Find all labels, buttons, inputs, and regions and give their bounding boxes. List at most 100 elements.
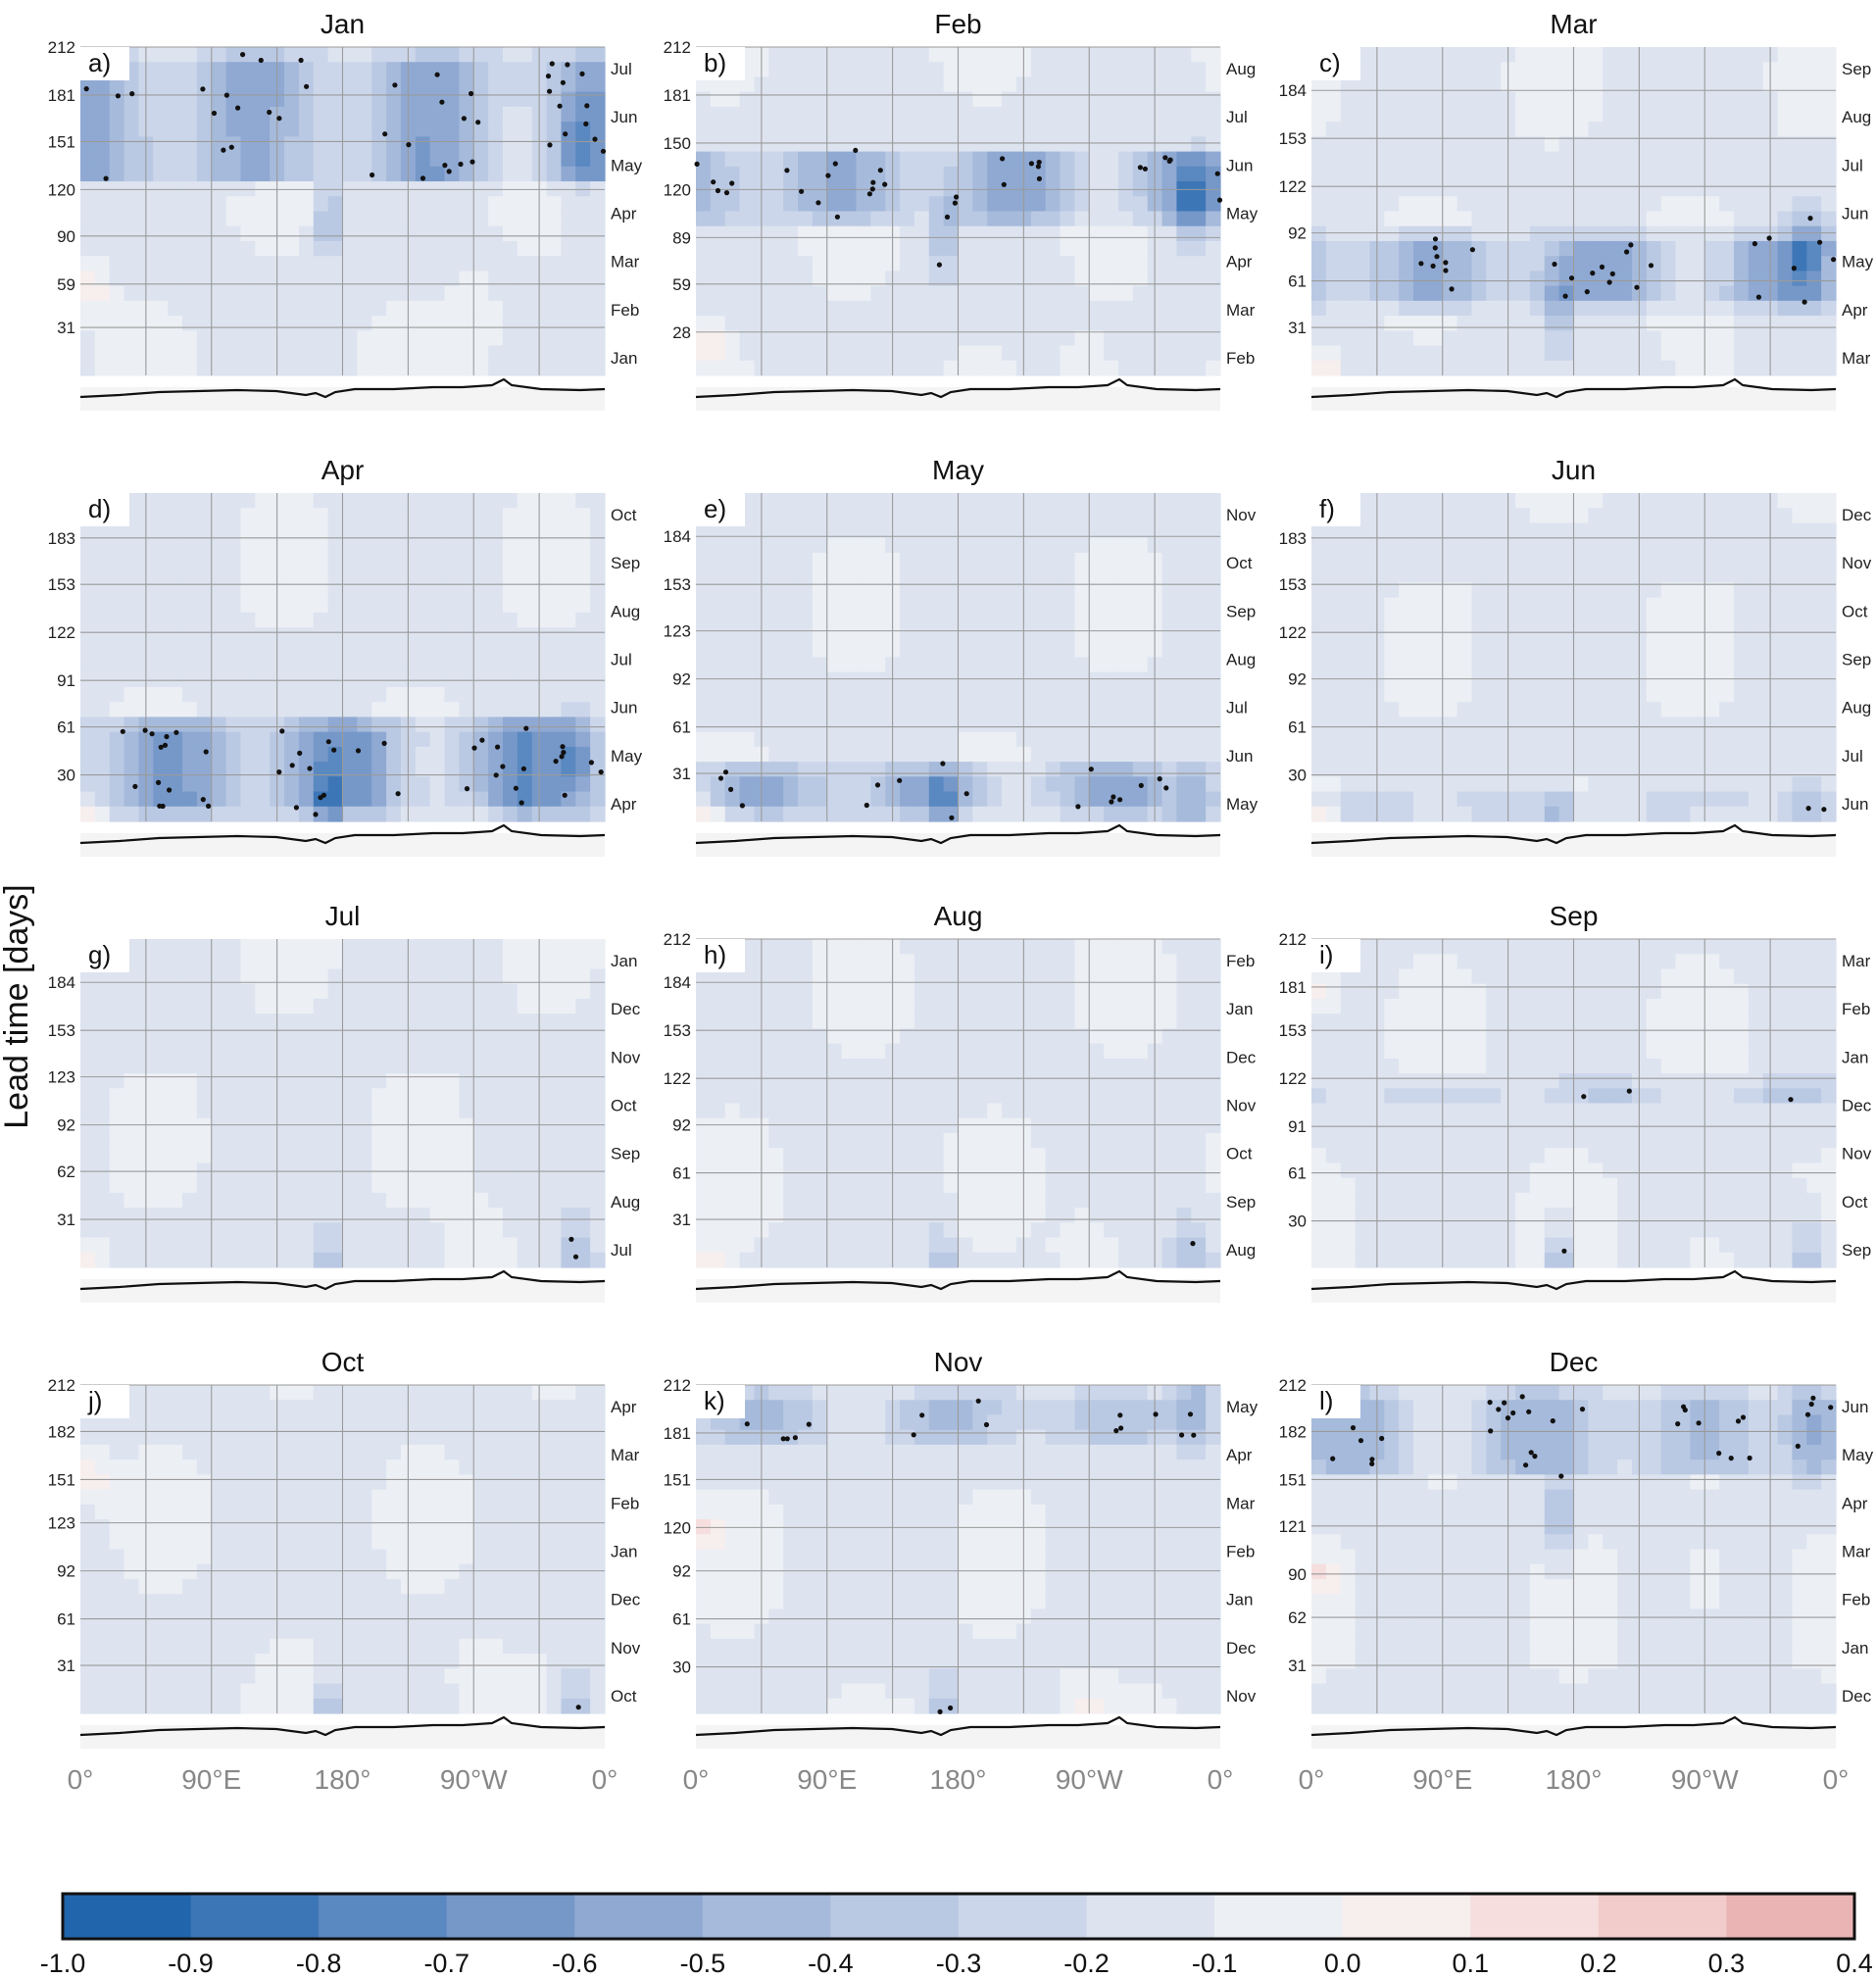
- heatmap-cell: [1675, 256, 1691, 272]
- heatmap-cell: [1588, 731, 1604, 748]
- heatmap-cell: [1675, 151, 1691, 168]
- heatmap-cell: [870, 791, 886, 808]
- heatmap-cell: [1646, 657, 1662, 673]
- heatmap-cell: [943, 166, 960, 182]
- heatmap-cell: [1777, 225, 1794, 242]
- heatmap-cell: [371, 597, 387, 614]
- stipple-dot: [723, 190, 730, 196]
- heatmap-cell: [153, 330, 169, 347]
- heatmap-cell: [972, 791, 988, 808]
- heatmap-cell: [444, 717, 460, 733]
- heatmap-cell: [123, 702, 140, 718]
- heatmap-cell: [900, 746, 915, 763]
- heatmap-cell: [561, 256, 576, 272]
- heatmap-cell: [972, 597, 988, 614]
- heatmap-cell: [444, 791, 460, 808]
- heatmap-cell: [798, 196, 814, 213]
- heatmap-cell: [1748, 627, 1764, 643]
- heatmap-cell: [928, 508, 945, 524]
- heatmap-cell: [1748, 225, 1764, 242]
- heatmap-cell: [168, 568, 183, 583]
- heatmap-cell: [1104, 136, 1119, 153]
- heatmap-cell: [1399, 136, 1414, 153]
- heatmap-cell: [1617, 300, 1633, 317]
- heatmap-cell: [841, 166, 858, 182]
- heatmap-cell: [1074, 642, 1090, 659]
- heatmap-cell: [1544, 76, 1560, 93]
- heatmap-cell: [1104, 360, 1119, 376]
- stipple-dot: [167, 787, 173, 793]
- heatmap-cell: [1471, 552, 1487, 569]
- heatmap-cell: [1733, 300, 1750, 317]
- heatmap-cell: [1529, 568, 1546, 583]
- heatmap-cell: [327, 612, 344, 628]
- heatmap-cell: [710, 686, 726, 703]
- heatmap-cell: [696, 225, 712, 242]
- heatmap-cell: [1573, 316, 1589, 331]
- heatmap-cell: [1325, 597, 1342, 614]
- heatmap-cell: [357, 627, 372, 643]
- heatmap-cell: [1413, 702, 1429, 718]
- heatmap-cell: [1176, 316, 1192, 331]
- heatmap-cell: [459, 746, 474, 763]
- heatmap-cell: [1427, 731, 1444, 748]
- heatmap-cell: [182, 642, 198, 659]
- heatmap-cell: [1176, 47, 1192, 63]
- heatmap-cell: [298, 686, 315, 703]
- heatmap-cell: [783, 776, 799, 793]
- heatmap-cell: [386, 552, 402, 569]
- heatmap-cell: [1117, 686, 1134, 703]
- heatmap-cell: [1413, 225, 1429, 242]
- heatmap-cell: [1132, 196, 1149, 213]
- heatmap-cell: [798, 568, 814, 583]
- heatmap-cell: [696, 240, 712, 257]
- heatmap-cell: [1690, 791, 1705, 808]
- heatmap-cell: [429, 271, 446, 287]
- heatmap-cell: [342, 345, 358, 362]
- heatmap-cell: [1117, 196, 1134, 213]
- heatmap-cell: [575, 568, 591, 583]
- heatmap-cell: [1311, 791, 1327, 808]
- heatmap-cell: [798, 91, 814, 108]
- stipple-dot: [547, 142, 553, 148]
- heatmap-cell: [1427, 657, 1444, 673]
- heatmap-cell: [1002, 166, 1017, 182]
- heatmap-cell: [1117, 671, 1134, 688]
- heatmap-cell: [123, 746, 140, 763]
- heatmap-cell: [1384, 686, 1400, 703]
- heatmap-cell: [1675, 552, 1691, 569]
- heatmap-cell: [710, 746, 726, 763]
- heatmap-cell: [798, 106, 814, 123]
- heatmap-cell: [1074, 136, 1090, 153]
- heatmap-cell: [1733, 196, 1750, 213]
- heatmap-cell: [94, 256, 111, 272]
- heatmap-cell: [1719, 717, 1735, 733]
- heatmap-cell: [1646, 300, 1662, 317]
- heatmap-cell: [182, 612, 198, 628]
- heatmap-cell: [724, 791, 741, 808]
- heatmap-cell: [1104, 702, 1119, 718]
- heatmap-cell: [972, 136, 988, 153]
- heatmap-cell: [590, 106, 606, 123]
- heatmap-cell: [1161, 211, 1178, 227]
- heatmap-cell: [371, 686, 387, 703]
- heatmap-cell: [1413, 76, 1429, 93]
- heatmap-cell: [1486, 776, 1502, 793]
- heatmap-cell: [240, 256, 256, 272]
- heatmap-cell: [1311, 345, 1327, 362]
- heatmap-cell: [1733, 493, 1750, 509]
- heatmap-cell: [211, 686, 227, 703]
- heatmap-cell: [870, 552, 886, 569]
- heatmap-cell: [1132, 671, 1149, 688]
- heatmap-cell: [768, 271, 784, 287]
- heatmap-cell: [1777, 47, 1794, 63]
- heatmap-cell: [1777, 181, 1794, 197]
- heatmap-cell: [1558, 597, 1575, 614]
- heatmap-cell: [590, 671, 606, 688]
- heatmap-cell: [1544, 240, 1560, 257]
- heatmap-cell: [841, 196, 858, 213]
- heatmap-cell: [225, 537, 242, 554]
- heatmap-cell: [1690, 360, 1705, 376]
- heatmap-cell: [153, 552, 169, 569]
